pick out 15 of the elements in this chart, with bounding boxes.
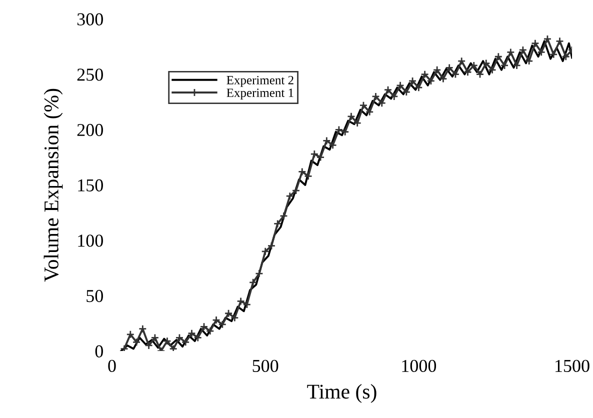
legend-label: Experiment 1 bbox=[226, 88, 294, 100]
x-tick-label: 1000 bbox=[402, 360, 436, 372]
y-tick-label: 250 bbox=[77, 68, 103, 81]
y-tick-label: 100 bbox=[78, 234, 103, 247]
x-tick-label: 500 bbox=[252, 360, 278, 372]
y-tick-label: 200 bbox=[77, 124, 103, 136]
y-tick-label: 300 bbox=[77, 13, 103, 26]
x-axis-title: Time (s) bbox=[307, 384, 376, 403]
y-tick-label: 150 bbox=[78, 179, 103, 192]
y-tick-label: 50 bbox=[86, 290, 103, 302]
x-tick-label: 0 bbox=[108, 360, 116, 372]
legend-label: Experiment 2 bbox=[226, 76, 294, 87]
y-axis-title: Volume Expansion (%) bbox=[44, 88, 63, 282]
x-tick-label: 1500 bbox=[556, 360, 590, 372]
y-tick-label: 0 bbox=[95, 345, 103, 358]
